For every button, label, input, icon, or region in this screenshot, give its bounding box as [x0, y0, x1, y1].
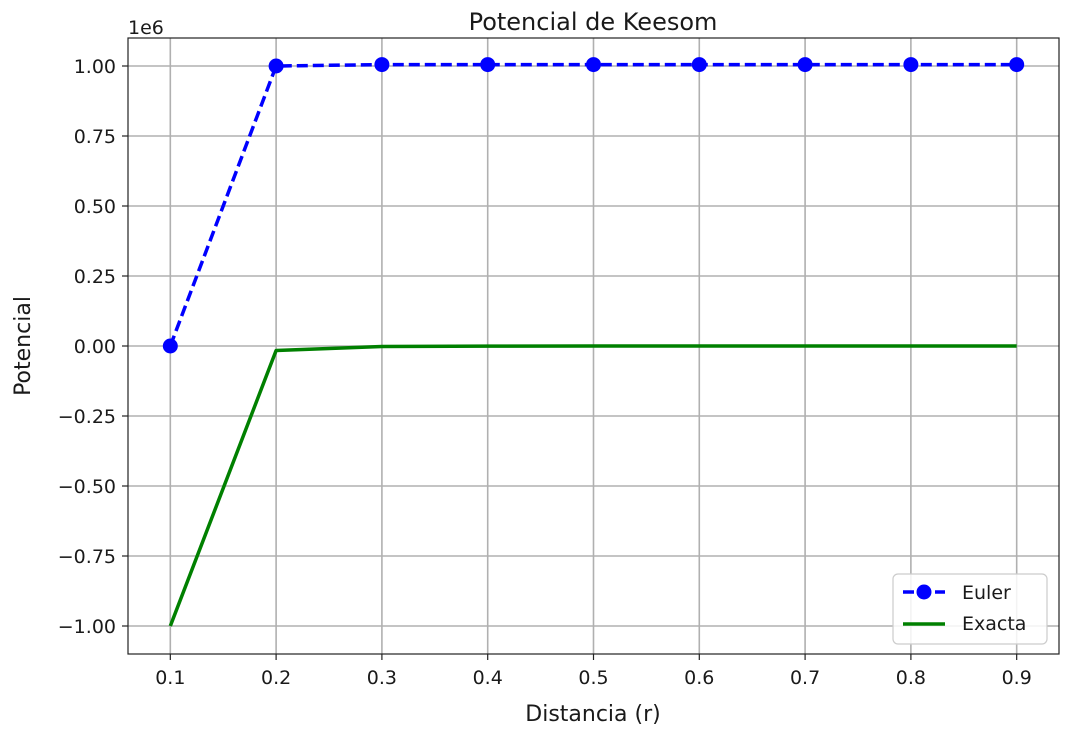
x-tick-label: 0.3	[367, 667, 397, 689]
y-tick-label: −1.00	[58, 616, 116, 638]
data-point-euler	[691, 57, 707, 73]
y-tick-label: −0.25	[58, 406, 116, 428]
x-tick-label: 0.6	[684, 667, 714, 689]
y-tick-label: −0.50	[58, 476, 116, 498]
x-tick-label: 0.5	[578, 667, 608, 689]
x-tick-label: 0.1	[155, 667, 185, 689]
data-point-euler	[162, 338, 178, 354]
data-point-euler	[586, 57, 601, 73]
data-point-euler	[268, 58, 284, 74]
data-point-euler	[797, 57, 813, 73]
legend-marker-euler	[916, 584, 932, 600]
legend-label-exacta: Exacta	[962, 613, 1026, 635]
y-tick-label: 0.50	[74, 196, 116, 218]
legend: Euler Exacta	[892, 573, 1048, 645]
x-tick-label: 0.8	[896, 667, 926, 689]
ticks: 0.1 0.2 0.3 0.4 0.5 0.6 0.7 0.8 0.9 −1.00 −0.75 −0.…	[58, 56, 1032, 689]
y-axis-label: Potencial	[11, 296, 36, 396]
data-point-euler	[903, 57, 919, 73]
x-tick-label: 0.4	[473, 667, 503, 689]
x-tick-label: 0.7	[790, 667, 820, 689]
y-offset-label: 1e6	[128, 17, 164, 39]
data-point-euler	[374, 57, 390, 73]
x-tick-label: 0.2	[261, 667, 291, 689]
legend-box	[892, 573, 1048, 645]
y-tick-label: 0.00	[74, 336, 116, 358]
x-tick-label: 0.9	[1002, 667, 1032, 689]
series-line-exacta	[168, 344, 1017, 627]
data-point-euler	[1009, 57, 1025, 73]
series-layer	[162, 57, 1025, 627]
x-axis-label: Distancia (r)	[525, 702, 660, 727]
data-point-euler	[480, 57, 496, 73]
y-tick-label: −0.75	[58, 546, 116, 568]
chart-title: Potencial de Keesom	[469, 8, 718, 36]
y-tick-label: 1.00	[74, 56, 116, 78]
y-tick-label: 0.25	[74, 266, 116, 288]
y-tick-label: 0.75	[74, 126, 116, 148]
legend-label-euler: Euler	[962, 582, 1011, 604]
